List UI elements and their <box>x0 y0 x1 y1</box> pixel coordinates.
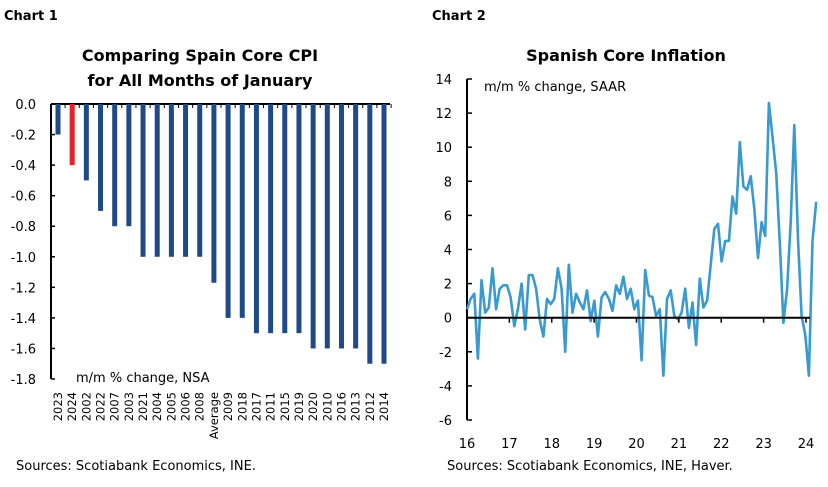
x-tick-label: 2002 <box>79 392 93 421</box>
chart-2: Chart 2 Spanish Core Inflation m/m % cha… <box>432 9 818 474</box>
y-tick-label: 2 <box>444 278 452 293</box>
bar-2003 <box>126 104 132 227</box>
bar-2005 <box>168 104 174 257</box>
bar-2006 <box>183 104 189 257</box>
y-tick-label: -0.6 <box>11 190 36 205</box>
bar-2021 <box>140 104 146 257</box>
bar-2002 <box>83 104 89 181</box>
y-tick-label: 6 <box>444 209 452 224</box>
y-tick-label: -0.8 <box>11 220 36 235</box>
x-tick-label: 2013 <box>349 392 363 421</box>
bar-2011 <box>268 104 274 334</box>
x-tick-label: 2023 <box>51 392 65 421</box>
bar-2004 <box>154 104 160 257</box>
x-tick-label: 16 <box>459 437 476 452</box>
bar-2010 <box>324 104 330 349</box>
y-tick-label: 0.0 <box>15 98 36 113</box>
x-tick-label: 2004 <box>150 392 164 421</box>
x-tick-label: 19 <box>586 437 603 452</box>
x-tick-label: 2006 <box>179 392 193 421</box>
y-tick-label: -4 <box>439 380 452 395</box>
x-tick-label: 2019 <box>292 392 306 421</box>
x-tick-label: 2016 <box>334 392 348 421</box>
x-tick-label: 18 <box>543 437 560 452</box>
bar-2013 <box>353 104 359 349</box>
x-tick-label: 2024 <box>65 392 79 421</box>
y-tick-label: -1.4 <box>11 312 36 327</box>
y-tick-label: 0 <box>444 312 452 327</box>
chart-1-label: Chart 1 <box>4 9 58 24</box>
x-tick-label: 2008 <box>193 392 207 421</box>
chart-2-source: Sources: Scotiabank Economics, INE, Have… <box>447 459 733 474</box>
y-tick-label: -1.8 <box>11 373 36 388</box>
x-tick-label: 24 <box>798 437 815 452</box>
x-tick-label: 2018 <box>235 392 249 421</box>
x-tick-label: 2014 <box>377 392 391 421</box>
x-tick-label: 2012 <box>363 392 377 421</box>
y-tick-label: -1.6 <box>11 342 36 357</box>
chart-2-annotation: m/m % change, SAAR <box>484 80 626 95</box>
bar-2012 <box>367 104 373 364</box>
series-line <box>465 101 818 378</box>
x-tick-label: 2007 <box>108 392 122 421</box>
chart-1-x-axis: 2023 2024 2002 2022 2007 2003 2021 2004 2005 2006… <box>51 392 391 439</box>
y-tick-label: -1.0 <box>11 251 36 266</box>
bar-Average <box>211 104 217 283</box>
chart-1-bars <box>51 103 392 364</box>
chart-1-title-line-1: Comparing Spain Core CPI <box>82 46 318 65</box>
x-tick-label: 2017 <box>249 392 263 421</box>
bar-2019 <box>296 104 302 334</box>
chart-1: Chart 1 Comparing Spain Core CPI for All… <box>4 9 392 474</box>
x-tick-label: 2009 <box>221 392 235 421</box>
y-tick-label: 12 <box>435 107 452 122</box>
bar-2014 <box>381 104 387 364</box>
x-tick-label: 2010 <box>320 392 334 421</box>
y-tick-label: 8 <box>444 175 452 190</box>
x-tick-label: Average <box>207 392 221 439</box>
chart-1-title-line-2: for All Months of January <box>88 71 314 90</box>
y-tick-label: 14 <box>435 73 452 88</box>
y-tick-label: -1.2 <box>11 281 36 296</box>
bar-2007 <box>112 104 118 227</box>
y-tick-label: -0.2 <box>11 129 36 144</box>
x-tick-label: 2015 <box>278 392 292 421</box>
x-tick-label: 2020 <box>306 392 320 421</box>
x-tick-label: 2005 <box>164 392 178 421</box>
bar-2022 <box>98 104 104 211</box>
chart-2-title: Spanish Core Inflation <box>526 46 726 65</box>
x-tick-label: 23 <box>755 437 772 452</box>
y-tick-label: -6 <box>439 414 452 429</box>
x-tick-label: 2021 <box>136 392 150 421</box>
chart-1-y-axis: 0.0 -0.2 -0.4 -0.6 -0.8 -1.0 -1.2 -1.4 -1.6 -1.8 <box>11 98 55 388</box>
bar-2017 <box>253 104 259 334</box>
chart-1-annotation: m/m % change, NSA <box>76 371 210 386</box>
bar-2008 <box>197 104 203 257</box>
x-tick-label: 2003 <box>122 392 136 421</box>
bar-2023 <box>55 104 61 135</box>
chart-1-source: Sources: Scotiabank Economics, INE. <box>16 459 256 474</box>
bar-2016 <box>338 104 344 349</box>
x-tick-label: 21 <box>671 437 688 452</box>
bar-2015 <box>282 104 288 334</box>
y-tick-label: -2 <box>439 346 452 361</box>
x-tick-label: 2011 <box>264 392 278 421</box>
y-tick-label: 10 <box>435 141 452 156</box>
x-tick-label: 2022 <box>94 392 108 421</box>
bar-2009 <box>225 104 231 318</box>
x-tick-label: 20 <box>628 437 645 452</box>
x-tick-label: 22 <box>713 437 730 452</box>
bar-2024 <box>69 104 75 166</box>
bar-2018 <box>239 104 245 318</box>
y-tick-label: 4 <box>444 244 452 259</box>
x-tick-label: 17 <box>501 437 518 452</box>
bar-2020 <box>310 104 316 349</box>
y-tick-label: -0.4 <box>11 159 36 174</box>
chart-2-label: Chart 2 <box>432 9 486 24</box>
